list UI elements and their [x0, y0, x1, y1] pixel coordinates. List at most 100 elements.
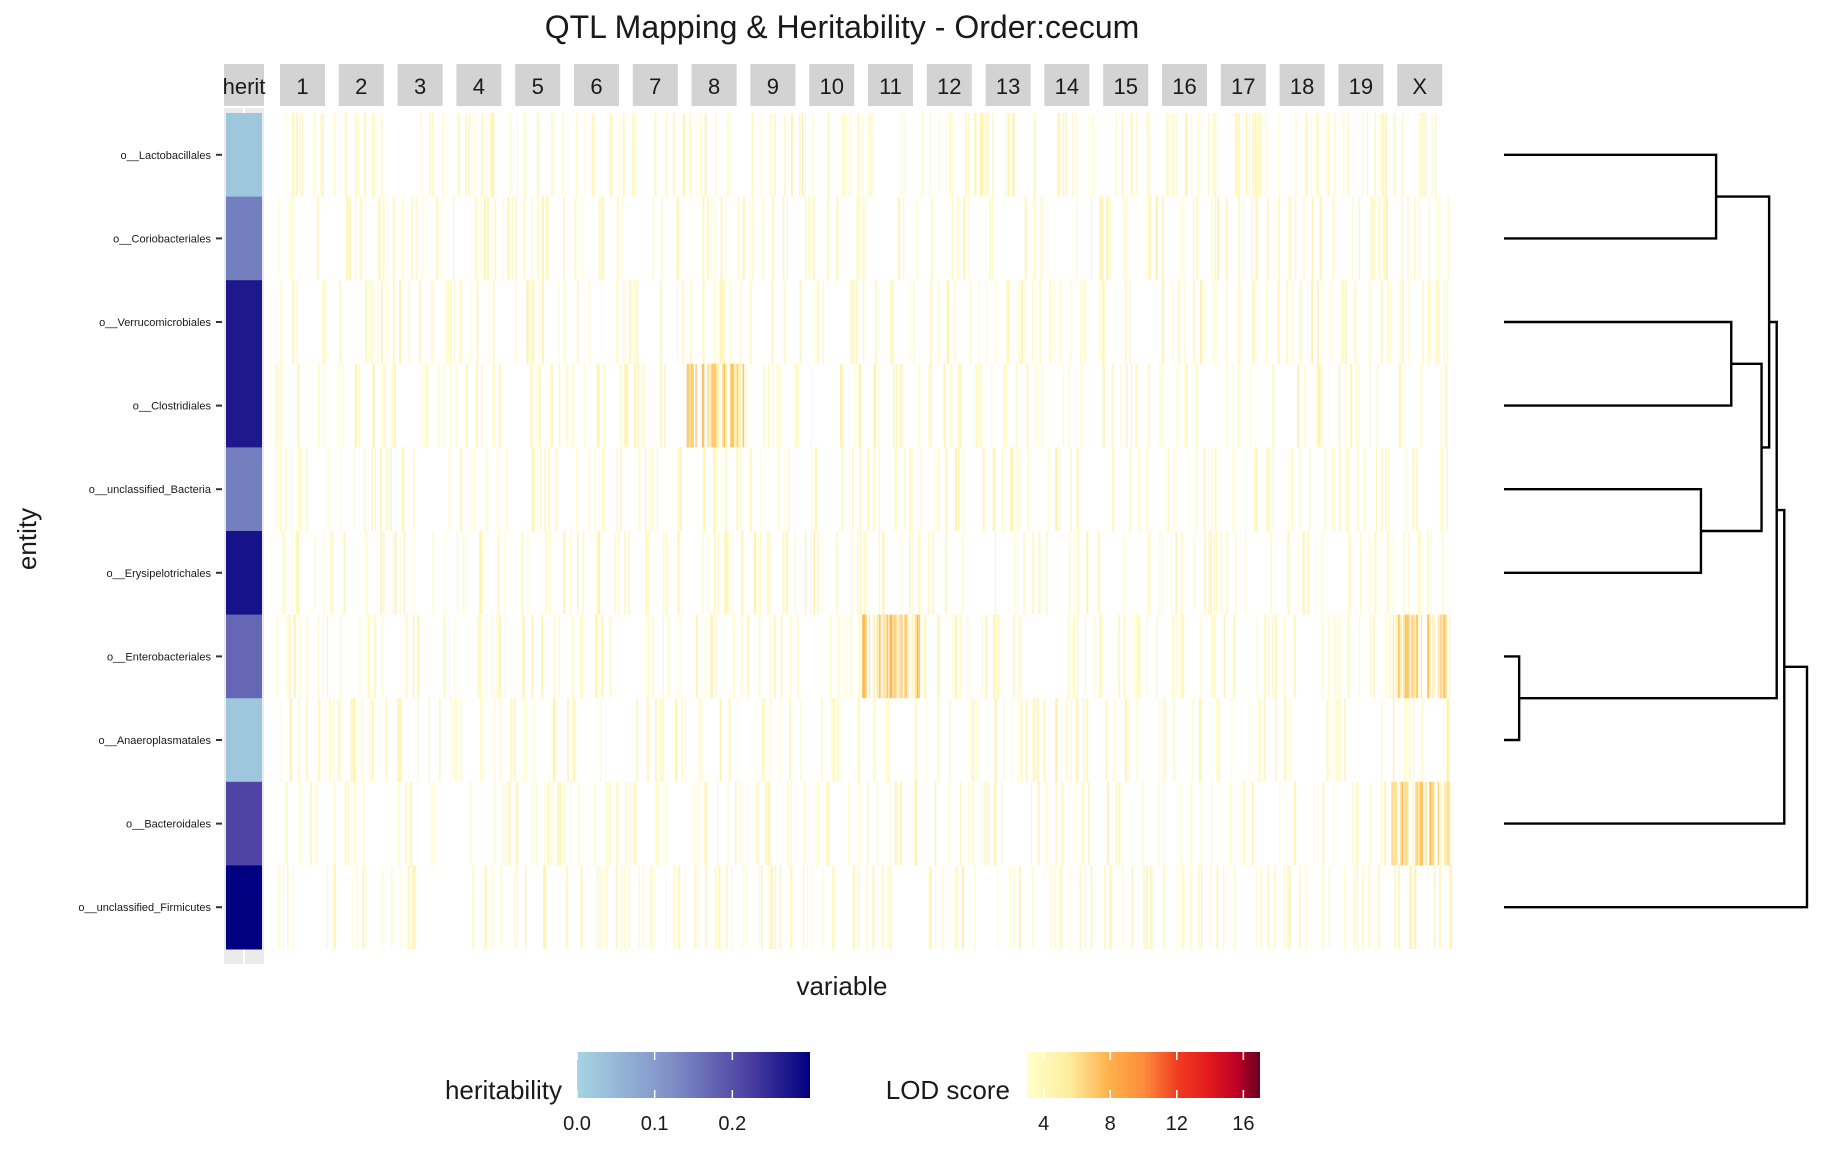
lod-streak [472, 865, 474, 949]
lod-streak [790, 865, 793, 949]
lod-streak [415, 196, 417, 281]
lod-streak [1374, 531, 1377, 615]
lod-streak [1074, 531, 1076, 615]
lod-streak [766, 531, 769, 615]
lod-streak [1393, 781, 1396, 866]
lod-streak [301, 113, 303, 197]
lod-streak [323, 280, 325, 364]
lod-streak [399, 531, 401, 615]
heat-row-o-coriobacteriales [277, 196, 1450, 281]
lod-streak [991, 363, 993, 448]
lod-streak [1385, 196, 1388, 281]
lod-streak [862, 614, 865, 699]
lod-streak [359, 614, 361, 699]
lod-streak [970, 698, 972, 782]
lod-streak [1007, 280, 1010, 364]
lod-streak [610, 614, 612, 699]
lod-streak [1025, 196, 1028, 281]
lod-streak [1161, 531, 1163, 615]
lod-streak [720, 196, 723, 281]
lod-streak [736, 363, 739, 448]
lod-streak [1394, 781, 1397, 866]
lod-streak [980, 113, 982, 197]
lod-streak [719, 698, 722, 782]
lod-streak [827, 781, 830, 866]
lod-streak [695, 363, 698, 448]
lod-streak [365, 614, 367, 699]
lod-streak [736, 447, 739, 531]
lod-streak [538, 363, 541, 448]
lod-streak [887, 865, 890, 949]
lod-streak [1304, 363, 1307, 448]
lod-streak [317, 698, 319, 782]
lod-streak [720, 280, 723, 364]
lod-streak [453, 698, 456, 782]
lod-streak [491, 865, 493, 949]
lod-streak [623, 280, 625, 364]
lod-streak [317, 614, 319, 699]
lod-streak [454, 614, 457, 699]
lod-streak [983, 113, 986, 197]
lod-streak [1031, 865, 1034, 949]
lod-streak [713, 447, 716, 531]
lod-streak [465, 113, 468, 197]
heat-row-o-unclassified-firmicutes [278, 865, 1453, 949]
lod-streak [1137, 447, 1141, 531]
lod-streak [527, 531, 529, 615]
lod-streak [690, 196, 692, 281]
lod-streak [323, 531, 325, 615]
lod-streak [1298, 531, 1300, 615]
lod-streak [706, 781, 708, 866]
lod-streak [1351, 781, 1353, 866]
lod-streak [1070, 698, 1072, 782]
lod-streak [674, 698, 676, 782]
lod-streak [1062, 363, 1064, 448]
lod-streak [1093, 614, 1097, 699]
lod-streak [1180, 614, 1182, 699]
lod-streak [727, 113, 730, 197]
lod-streak [1327, 113, 1331, 197]
lod-streak [1037, 781, 1040, 866]
lod-streak [702, 196, 705, 281]
lod-streak [1054, 865, 1057, 949]
lod-streak [602, 865, 605, 949]
lod-streak [1353, 865, 1355, 949]
lod-streak [532, 781, 535, 866]
lod-streak [523, 113, 527, 197]
lod-streak [712, 363, 714, 448]
lod-streak [1404, 363, 1407, 448]
lod-streak [399, 698, 401, 782]
lod-streak [827, 196, 829, 281]
lod-streak [455, 698, 457, 782]
lod-streak [716, 363, 719, 448]
strip-label-chr-16: 16 [1172, 74, 1196, 99]
lod-streak [318, 363, 320, 448]
lod-streak [323, 614, 324, 699]
heat-row-o-unclassified-bacteria [275, 447, 1448, 531]
lod-streak [700, 698, 703, 782]
lod-streak [340, 280, 342, 364]
lod-streak [1284, 698, 1287, 782]
lod-streak [1413, 865, 1416, 949]
lod-streak [768, 363, 770, 448]
lod-streak [795, 363, 799, 448]
lod-streak [1278, 113, 1281, 197]
lod-streak [1165, 698, 1167, 782]
lod-streak [364, 865, 367, 949]
lod-streak [381, 363, 384, 448]
lod-streak [1091, 113, 1094, 197]
lod-streak [725, 363, 728, 448]
lod-streak [601, 280, 603, 364]
lod-streak [980, 363, 982, 448]
lod-streak [872, 865, 875, 949]
lod-streak [1356, 865, 1359, 949]
lod-streak [994, 698, 996, 782]
lod-streak [599, 865, 601, 949]
lod-streak [771, 280, 773, 364]
lod-streak [534, 447, 536, 531]
lod-streak [1286, 280, 1289, 364]
lod-streak [648, 447, 650, 531]
lod-streak [821, 531, 823, 615]
lod-streak [383, 196, 385, 281]
lod-streak [1327, 698, 1330, 782]
